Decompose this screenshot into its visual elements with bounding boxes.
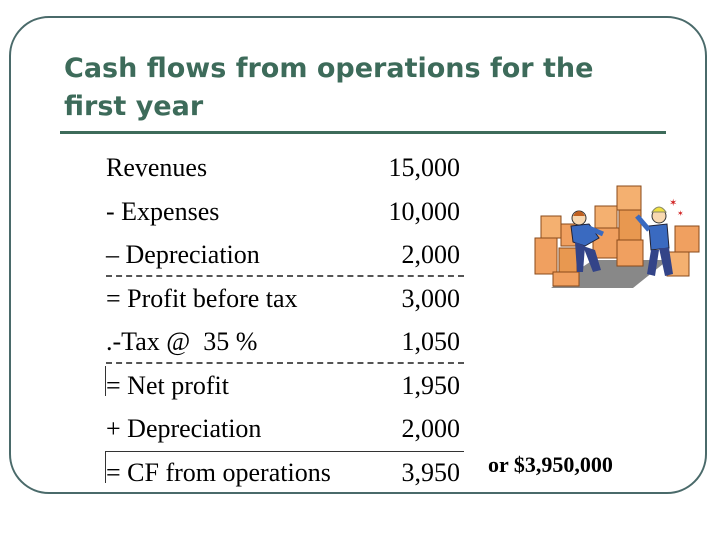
- row-label: + Depreciation: [106, 414, 262, 443]
- row-label: = Net profit: [106, 370, 229, 400]
- table-row: Revenues 15,000: [104, 146, 466, 190]
- row-value: 2,000: [401, 414, 461, 443]
- table-row: - Expenses 10,000: [104, 190, 466, 234]
- slide-frame: [9, 16, 707, 494]
- row-value: 10,000: [388, 196, 461, 226]
- row-value: 2,000: [401, 240, 461, 269]
- slide-title: Cash flows from operations for the first…: [64, 53, 594, 122]
- table-row: + Depreciation 2,000: [104, 407, 466, 451]
- row-value: 15,000: [388, 153, 461, 182]
- table-row: – Depreciation 2,000: [104, 233, 466, 277]
- svg-text:✶: ✶: [669, 198, 677, 209]
- table-row: .-Tax @ 35 % 1,050: [104, 320, 466, 364]
- cash-flow-table: Revenues 15,000 - Expenses 10,000 – Depr…: [104, 146, 466, 494]
- row-value: 1,950: [401, 370, 461, 400]
- dashed-separator: [106, 275, 464, 277]
- total-bracket: [105, 451, 106, 483]
- svg-text:✶: ✶: [677, 209, 684, 218]
- table-row: = Profit before tax 3,000: [104, 277, 466, 321]
- row-label: = Profit before tax: [106, 283, 298, 313]
- total-separator: [106, 451, 464, 452]
- row-label: = CF from operations: [106, 457, 331, 487]
- title-underline: [60, 131, 666, 134]
- dashed-separator: [106, 362, 464, 364]
- row-value: 3,000: [401, 283, 461, 313]
- row-label: – Depreciation: [106, 240, 260, 269]
- row-label: .-Tax @ 35 %: [106, 327, 258, 356]
- net-bracket: [105, 366, 106, 396]
- row-value: 1,050: [401, 327, 461, 356]
- row-label: - Expenses: [106, 196, 220, 226]
- total-note: or $3,950,000: [488, 452, 613, 477]
- table-row: = Net profit 1,950: [104, 364, 466, 408]
- row-value: 3,950: [401, 457, 461, 487]
- table-row: = CF from operations 3,950: [104, 451, 466, 495]
- workers-moving-boxes-icon: ✶ ✶: [534, 185, 700, 288]
- row-label: Revenues: [106, 153, 208, 182]
